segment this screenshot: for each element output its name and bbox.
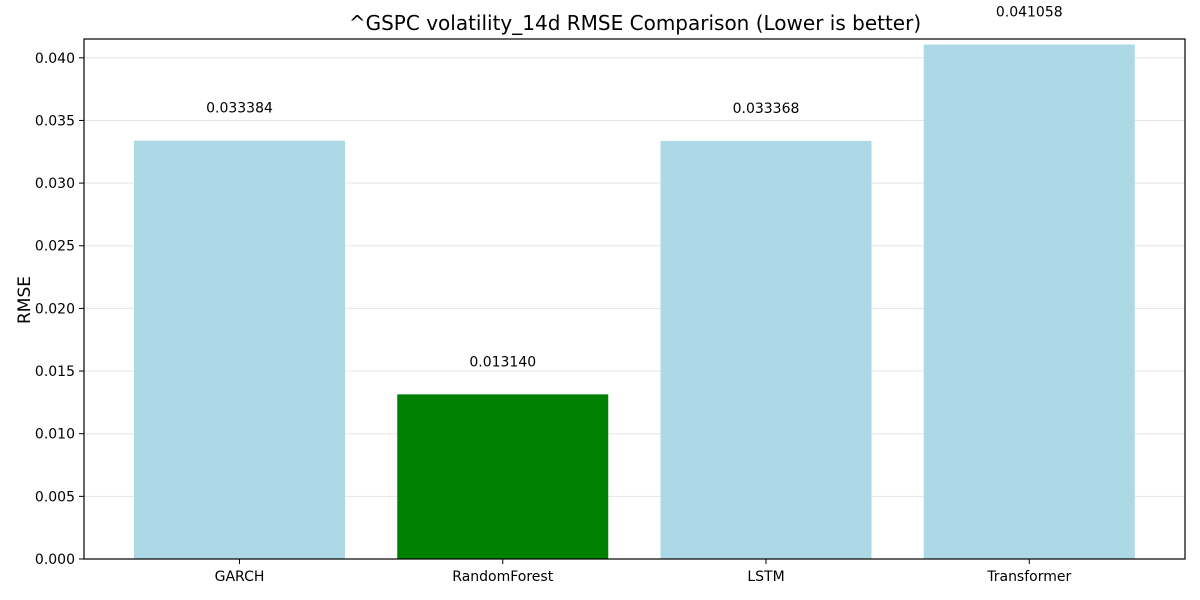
y-tick-label: 0.000 [35,552,75,568]
bar-lstm [660,140,872,559]
x-tick-label: RandomForest [452,569,553,585]
y-tick-label: 0.040 [35,51,75,67]
bar-value-label: 0.033368 [733,101,800,117]
bar-garch [134,140,345,559]
chart-title: ^GSPC volatility_14d RMSE Comparison (Lo… [349,11,921,35]
y-axis-label: RMSE [15,276,35,324]
bar-value-label: 0.041058 [996,5,1063,21]
x-axis-ticks: GARCH RandomForest LSTM Transformer [215,559,1071,585]
x-tick-label: LSTM [747,569,784,585]
y-tick-label: 0.020 [35,301,75,317]
bars [134,44,1135,559]
y-tick-label: 0.005 [35,489,75,505]
plot-area-frame [83,38,1186,560]
x-tick-label: Transformer [986,569,1071,585]
data-labels: 0.033384 0.013140 0.033368 0.041058 [206,5,1063,371]
bar-value-label: 0.033384 [206,101,273,117]
y-tick-label: 0.030 [35,176,75,192]
x-tick-label: GARCH [215,569,265,585]
y-tick-label: 0.025 [35,239,75,255]
y-axis-ticks: 0.000 0.005 0.010 0.015 0.020 0.025 0.030 0.035… [35,51,84,568]
bar-value-label: 0.013140 [469,354,536,370]
y-tick-label: 0.010 [35,427,75,443]
bar-randomforest [397,394,609,559]
y-tick-label: 0.015 [35,364,75,380]
bar-transformer [923,44,1135,559]
y-tick-label: 0.035 [35,113,75,129]
